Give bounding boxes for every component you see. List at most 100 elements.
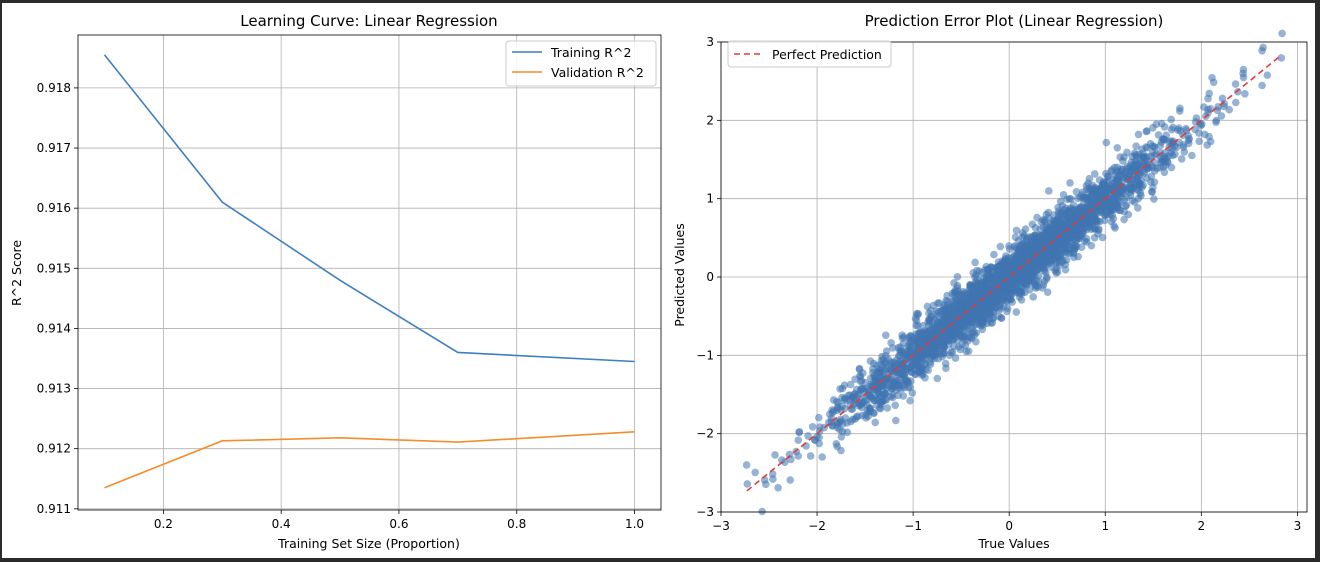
scatter-point [964, 325, 972, 334]
scatter-point [1132, 162, 1140, 171]
x-tick-label: 0.4 [272, 517, 291, 531]
x-tick-label: 0 [1005, 519, 1013, 533]
scatter-point [1168, 138, 1177, 147]
scatter-point [778, 456, 786, 464]
scatter-point [1176, 107, 1184, 115]
y-tick-label: 0 [706, 270, 714, 284]
scatter-point [958, 308, 966, 316]
scatter-point [927, 306, 935, 315]
prediction-error-chart: Prediction Error Plot (Linear Regression… [672, 12, 1308, 551]
grid [78, 35, 661, 510]
scatter-point [1080, 199, 1088, 207]
scatter-point [892, 386, 900, 395]
scatter-point [855, 402, 863, 410]
scatter-point [1044, 208, 1053, 217]
scatter-point [1065, 212, 1073, 221]
scatter-point [1059, 213, 1067, 222]
scatter-point [898, 334, 907, 342]
y-tick-label: 0.914 [37, 321, 71, 335]
scatter-point [1045, 187, 1053, 195]
scatter-point [883, 404, 892, 412]
scatter-point [1071, 212, 1080, 220]
scatter-point [1119, 185, 1127, 194]
x-axis-label: True Values [977, 536, 1049, 551]
scatter-point [1082, 182, 1091, 190]
scatter-point [1142, 127, 1151, 136]
scatter-point [953, 297, 961, 305]
scatter-point [1015, 248, 1023, 256]
scatter-point [936, 335, 944, 344]
scatter-point [840, 381, 849, 390]
scatter-point [1122, 193, 1131, 202]
scatter-point [1220, 102, 1228, 111]
scatter-point [1096, 206, 1104, 214]
scatter-point [1120, 215, 1128, 224]
scatter-point [1134, 204, 1142, 212]
scatter-point [1007, 263, 1015, 271]
chart-title: Learning Curve: Linear Regression [240, 12, 497, 30]
scatter-point [996, 242, 1005, 251]
scatter-point [1031, 224, 1040, 232]
scatter-point [891, 401, 899, 410]
scatter-point [828, 406, 836, 414]
scatter-point [1129, 171, 1138, 179]
scatter-point [841, 414, 850, 422]
scatter-point [1091, 225, 1100, 233]
scatter-point [1119, 157, 1127, 165]
scatter-point [879, 378, 887, 386]
scatter-point [912, 321, 920, 330]
scatter-point [970, 331, 979, 339]
scatter-point [895, 359, 903, 367]
scatter-point [882, 352, 890, 360]
scatter-point [892, 416, 900, 425]
scatter-point [742, 461, 751, 469]
scatter-point [880, 359, 889, 367]
legend-label-validation: Validation R^2 [551, 65, 644, 80]
scatter-point [1167, 115, 1175, 124]
scatter-point [806, 452, 815, 460]
scatter-point [972, 295, 981, 304]
scatter-point [951, 354, 960, 362]
scatter-point [1037, 261, 1046, 270]
scatter-point [834, 399, 842, 407]
scatter-point [1039, 223, 1048, 231]
scatter-point [886, 358, 895, 366]
y-tick-label: 0.911 [37, 502, 71, 516]
scatter-point [871, 394, 880, 402]
scatter-point [882, 396, 890, 404]
scatter-point [984, 270, 992, 279]
y-tick-label: 1 [706, 192, 714, 206]
scatter-point [934, 354, 943, 363]
scatter-point [871, 418, 879, 427]
scatter-point [1167, 163, 1176, 172]
scatter-point [1068, 220, 1076, 228]
scatter-point [939, 303, 948, 312]
scatter-point [906, 396, 914, 405]
scatter-point [1120, 207, 1129, 216]
scatter-point [1161, 157, 1169, 166]
legend-box [727, 40, 892, 68]
y-tick-label: 0.913 [37, 382, 71, 396]
figure-canvas: Learning Curve: Linear Regression 0.2 0.4… [9, 12, 1308, 551]
scatter-point [941, 359, 950, 368]
scatter-point [924, 366, 932, 375]
scatter-point [1171, 150, 1179, 159]
scatter-point [864, 408, 873, 416]
scatter-point [943, 318, 951, 327]
x-tick-label: 1 [1101, 519, 1109, 533]
scatter-point [1160, 168, 1169, 177]
y-axis-ticks: −3 −2 −1 0 1 2 3 [696, 35, 721, 519]
scatter-point [1064, 245, 1073, 254]
scatter-point [795, 428, 804, 436]
scatter-point [1204, 94, 1212, 103]
scatter-point [1258, 47, 1266, 55]
scatter-point [1014, 287, 1022, 295]
scatter-point [1021, 288, 1029, 297]
scatter-point [1182, 126, 1191, 135]
scatter-point [908, 389, 917, 397]
scatter-point [885, 368, 894, 377]
scatter-point [1001, 258, 1010, 266]
scatter-point [1063, 195, 1071, 204]
scatter-point [866, 380, 875, 389]
scatter-point [1072, 188, 1081, 196]
